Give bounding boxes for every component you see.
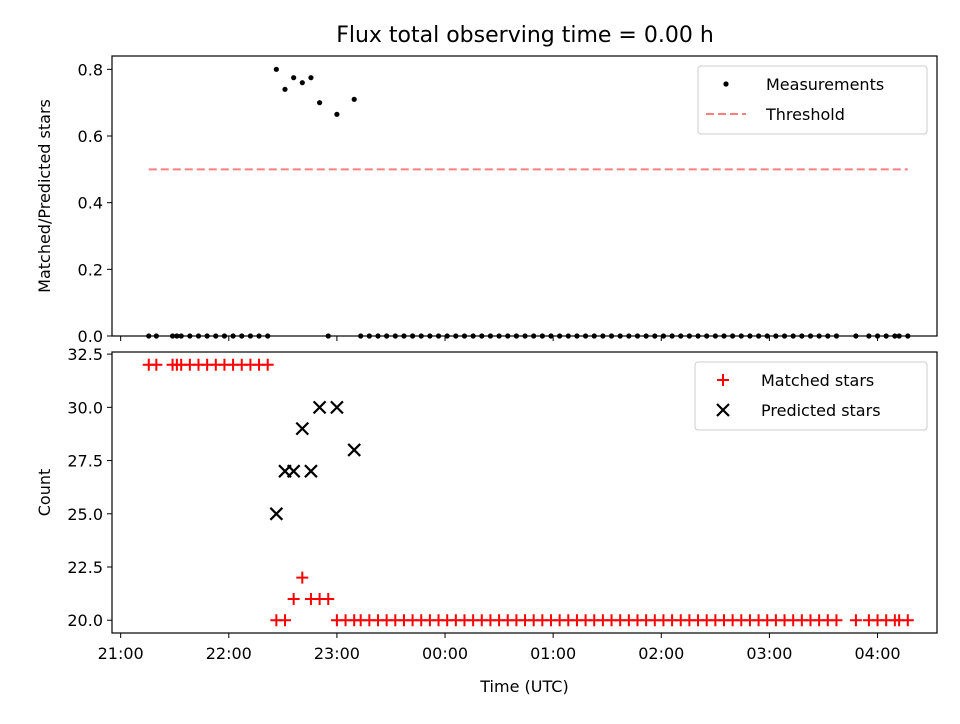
y-tick-label: 27.5: [67, 452, 103, 471]
y-tick-label: 30.0: [67, 398, 103, 417]
data-point: [308, 75, 314, 81]
y-tick-label: 0.0: [78, 327, 103, 346]
plot-layer: 0.0 0.2 0.4 0.6 0.8 Matched/Predicted stars Me…: [35, 55, 938, 696]
data-point: [261, 358, 274, 371]
data-point: [291, 75, 297, 81]
data-point: [304, 464, 318, 478]
legend-box: [694, 361, 928, 431]
data-point: [299, 80, 305, 86]
y-tick-label: 0.8: [78, 60, 103, 79]
data-point: [849, 614, 862, 627]
panel-1: 0.0 0.2 0.4 0.6 0.8 Matched/Predicted stars Me…: [35, 55, 938, 346]
x-tick-label: 22:00: [206, 644, 252, 663]
data-point: [322, 592, 335, 605]
legend-marker: [717, 374, 729, 386]
y-tick-label: 0.6: [78, 127, 103, 146]
series-predicted-stars: [269, 400, 361, 521]
plot-frame: [111, 55, 938, 337]
data-point: [279, 614, 292, 627]
legend: Measurements Threshold: [697, 65, 928, 135]
plot-frame: [111, 351, 938, 634]
y-tick-label: 0.4: [78, 194, 103, 213]
legend-label: Predicted stars: [761, 401, 881, 420]
x-tick-label: 23:00: [314, 644, 360, 663]
data-point: [351, 96, 357, 102]
legend-label: Matched stars: [761, 371, 874, 390]
data-point: [295, 421, 310, 436]
legend-label: Threshold: [765, 105, 845, 124]
data-point: [287, 592, 300, 605]
panel-2: 20.0 22.5 25.0 27.5 30.0 32.5 21:00 22:00 23:00 0…: [35, 345, 938, 696]
legend: Matched stars Predicted stars: [694, 361, 928, 431]
data-point: [330, 400, 344, 415]
legend-box: [697, 65, 928, 135]
legend-marker: [723, 81, 729, 87]
legend-marker: [716, 403, 730, 417]
y-tick-label: 0.2: [78, 260, 103, 279]
figure-title: Flux total observing time = 0.00 h: [336, 23, 714, 48]
y-axis-label: Count: [35, 469, 54, 517]
data-point: [150, 358, 163, 371]
data-point: [282, 86, 288, 92]
legend-label: Measurements: [766, 75, 884, 94]
y-tick-label: 25.0: [67, 505, 103, 524]
data-point: [269, 507, 284, 521]
y-tick-label: 20.0: [67, 611, 103, 630]
x-tick-label: 04:00: [854, 644, 900, 663]
x-axis-label: Time (UTC): [479, 677, 568, 696]
x-tick-label: 01:00: [530, 644, 576, 663]
data-point: [347, 443, 361, 457]
data-point: [830, 614, 843, 627]
data-point: [312, 400, 327, 415]
y-tick-label: 32.5: [67, 345, 103, 364]
y-axis-label: Matched/Predicted stars: [35, 99, 54, 293]
x-tick-label: 21:00: [98, 644, 144, 663]
data-point: [901, 614, 914, 627]
data-point: [296, 571, 309, 584]
data-point: [286, 464, 301, 478]
x-tick-label: 03:00: [746, 644, 792, 663]
x-tick-label: 00:00: [422, 644, 468, 663]
series-matched-stars: [142, 358, 914, 627]
data-point: [317, 100, 323, 106]
data-point: [273, 66, 279, 72]
data-point: [334, 111, 340, 117]
x-tick-label: 02:00: [638, 644, 684, 663]
y-tick-label: 22.5: [67, 558, 103, 577]
